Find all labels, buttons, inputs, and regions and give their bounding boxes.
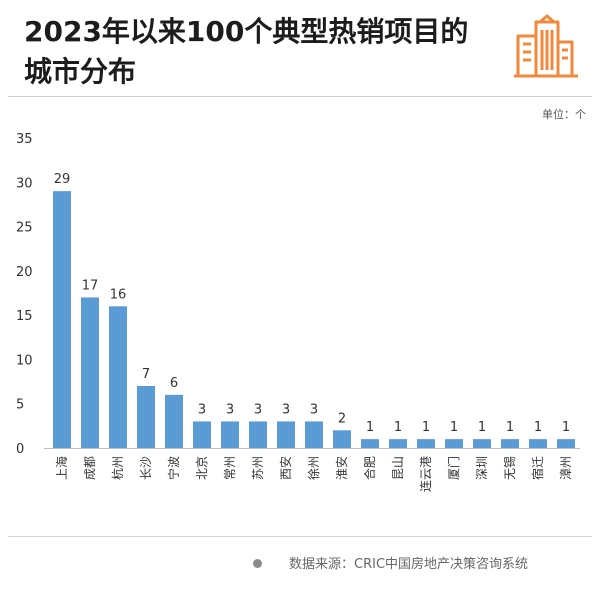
x-category-label: 宁波 [166,456,181,480]
data-label: 2 [338,411,346,426]
x-category-label: 西安 [278,456,293,480]
data-label: 1 [450,420,458,435]
data-label: 29 [54,172,71,187]
footer-divider [8,536,592,537]
x-category-label: 上海 [54,456,69,480]
data-label: 17 [82,278,99,293]
data-label: 1 [478,420,486,435]
data-label: 3 [226,402,234,417]
x-category-label: 漳州 [558,456,573,480]
bullet-dot [253,559,262,568]
data-label: 3 [310,402,318,417]
data-label: 3 [198,402,206,417]
x-category-label: 常州 [223,456,237,480]
bar [417,439,435,448]
y-tick-label: 5 [16,398,24,413]
data-label: 1 [422,420,430,435]
x-category-label: 成都 [83,456,97,480]
bar [389,439,407,448]
x-category-label: 昆山 [391,456,405,480]
chart-title: 2023年以来100个典型热销项目的城市分布 [24,15,469,88]
x-category-label: 淮安 [334,456,349,480]
city-buildings-icon [512,14,580,86]
data-label: 3 [254,402,262,417]
header-divider [8,96,592,97]
bar [53,191,71,448]
data-label: 3 [282,402,290,417]
data-label: 7 [142,367,150,382]
bar [305,421,323,448]
data-label: 1 [394,420,402,435]
bar [193,421,211,448]
bar [501,439,519,448]
bar [529,439,547,448]
bar [333,430,351,448]
bar [249,421,267,448]
x-category-label: 合肥 [362,456,377,480]
bar [81,297,99,448]
bar-chart: 0 5 10 15 20 25 30 35 29 上海 17 成都 16 杭州 7 长沙 6 宁波 3 北京 3 常州 3 苏… [16,132,580,492]
bar [473,439,491,448]
source-note: 数据来源：CRIC中国房地产决策咨询系统 [289,557,529,572]
y-tick-label: 10 [16,353,33,368]
x-category-label: 连云港 [418,456,433,492]
data-label: 1 [562,420,570,435]
y-tick-label: 15 [16,309,33,324]
x-category-label: 深圳 [475,456,489,480]
x-category-label: 杭州 [110,456,125,480]
data-label: 1 [366,420,374,435]
y-tick-label: 25 [16,221,33,236]
x-category-label: 厦门 [446,456,461,480]
bar [165,394,183,448]
data-label: 1 [534,420,542,435]
bar [277,421,295,448]
bar [221,421,239,448]
data-label: 1 [506,420,514,435]
bar [109,306,127,448]
x-category-label: 宿迁 [530,456,545,480]
bar [137,386,155,448]
bar [445,439,463,448]
unit-label: 单位：个 [542,108,586,121]
x-category-label: 徐州 [306,456,321,480]
x-category-label: 长沙 [139,456,153,480]
data-label: 16 [110,287,127,302]
data-label: 6 [170,376,178,391]
bar [361,439,379,448]
bar [557,439,575,448]
y-tick-label: 30 [16,176,33,191]
x-category-label: 苏州 [251,456,265,480]
y-tick-label: 20 [16,265,33,280]
x-category-label: 无锡 [502,456,517,480]
y-tick-label: 0 [16,442,24,457]
y-tick-label: 35 [16,132,33,147]
x-category-label: 北京 [195,456,209,480]
